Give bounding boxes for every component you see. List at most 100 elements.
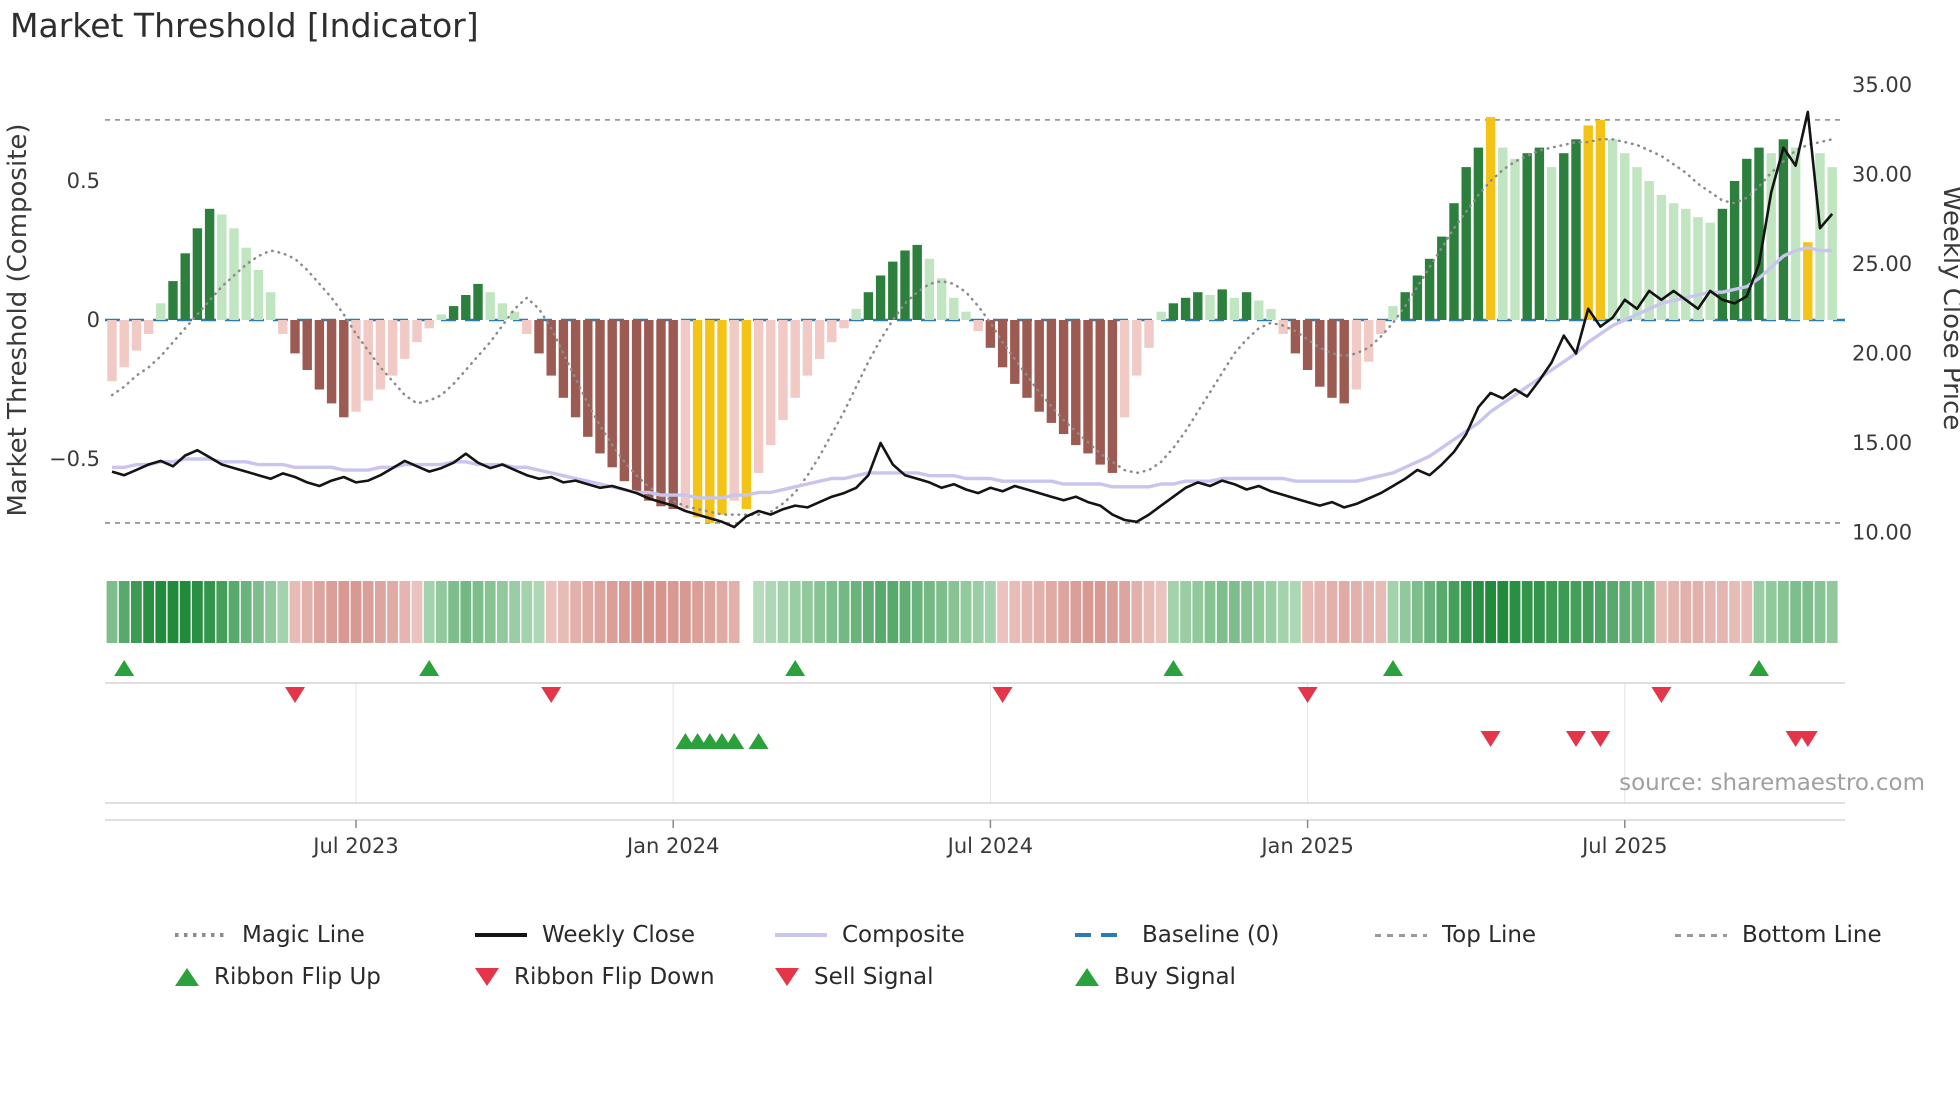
ribbon-cell	[1265, 581, 1277, 643]
ribbon-flip-down-icon	[992, 687, 1013, 703]
composite-bar	[253, 270, 264, 320]
ribbon-cell	[155, 581, 167, 643]
ribbon-cell	[643, 581, 655, 643]
ribbon-flip-up-icon	[419, 660, 440, 676]
composite-bar	[1766, 153, 1776, 320]
magic-line	[110, 138, 1834, 516]
ribbon-flip-down-swatch-icon	[475, 968, 499, 986]
ribbon-flip-up-swatch-icon	[175, 968, 199, 986]
ribbon-cell	[179, 581, 191, 643]
composite-bar	[1388, 306, 1398, 320]
composite-bar	[448, 306, 459, 320]
ribbon-cell	[777, 581, 789, 643]
ribbon-cell	[948, 581, 960, 643]
ribbon-cell	[1314, 581, 1326, 643]
composite-swatch-icon	[775, 933, 827, 937]
ribbon-cell	[1607, 581, 1618, 643]
composite-bar	[631, 320, 642, 493]
ribbon-cell	[1741, 581, 1753, 643]
buy-signal-swatch-icon	[1075, 968, 1099, 986]
ribbon-cell	[802, 581, 813, 643]
composite-bar	[107, 320, 117, 382]
ribbon-cell	[911, 581, 923, 643]
composite-bar	[1266, 308, 1276, 320]
ribbon-flip-down-markers	[285, 687, 1672, 703]
ribbon-cell	[472, 581, 484, 643]
ribbon-cell	[1009, 581, 1021, 643]
ribbon-flip-up-icon	[785, 660, 806, 676]
right-axis-label: Weekly Close Price	[1937, 186, 1960, 431]
composite-bar	[741, 320, 752, 509]
composite-bar	[1083, 320, 1093, 454]
composite-bar	[1803, 242, 1813, 320]
ribbon-cell	[1717, 581, 1728, 643]
composite-bar	[1046, 320, 1057, 423]
legend-label: Ribbon Flip Up	[214, 964, 381, 990]
ribbon-cell	[253, 581, 264, 643]
ribbon-cell	[1302, 581, 1313, 643]
x-tick-label: Jan 2024	[625, 834, 720, 858]
ribbon-flip-up-icon	[1383, 660, 1403, 676]
ribbon-cell	[228, 581, 240, 643]
composite-bar	[1058, 320, 1069, 434]
composite-bar	[619, 320, 630, 482]
composite-bar	[1595, 119, 1606, 320]
composite-bar	[1668, 203, 1679, 320]
magic-line-swatch-icon	[175, 933, 227, 937]
ribbon-cell	[1704, 581, 1716, 643]
legend-label: Weekly Close	[542, 922, 695, 948]
composite-bar	[1412, 275, 1423, 320]
composite-bar	[827, 320, 837, 343]
baseline-0-swatch-icon	[1075, 933, 1127, 937]
composite-bar	[1119, 320, 1130, 418]
ribbon-cell	[1497, 581, 1509, 643]
ribbon-cell	[1094, 581, 1106, 643]
ribbon-cell	[216, 581, 228, 643]
ribbon-cell	[1619, 581, 1631, 643]
sell-signal-swatch-icon	[775, 968, 799, 986]
ribbon-cell	[106, 581, 118, 643]
right-tick-label: 25.00	[1852, 252, 1912, 276]
composite-bar	[1022, 320, 1032, 398]
ribbon-cell	[484, 581, 496, 643]
composite-bar	[1790, 147, 1801, 320]
x-tick-label: Jul 2024	[946, 834, 1033, 858]
ribbon-cell	[619, 581, 630, 643]
legend-label: Top Line	[1442, 922, 1537, 948]
composite-bar	[583, 320, 593, 437]
ribbon-cell	[1802, 581, 1814, 643]
ribbon-cell	[1656, 581, 1667, 643]
composite-bar	[1193, 292, 1203, 320]
ribbon-cell	[1143, 581, 1155, 643]
right-tick-label: 35.00	[1852, 73, 1912, 97]
ribbon-cell	[875, 581, 886, 643]
composite-bar	[1376, 320, 1386, 334]
ribbon-cell	[728, 581, 740, 643]
ribbon-flip-down-icon	[1651, 687, 1672, 703]
legend-label: Ribbon Flip Down	[514, 964, 715, 990]
ribbon-cell	[1046, 581, 1057, 643]
ribbon-cell	[1680, 581, 1692, 643]
ribbon-cell	[850, 581, 862, 643]
ribbon-flip-up-icon	[1163, 660, 1184, 676]
composite-bar	[729, 320, 739, 501]
composite-bar	[351, 320, 361, 412]
ribbon-cell	[338, 581, 350, 643]
ribbon-cell	[1131, 581, 1143, 643]
composite-bar	[1644, 181, 1654, 320]
composite-bar	[680, 320, 691, 509]
ribbon-cell	[558, 581, 569, 643]
composite-bar	[1351, 320, 1362, 390]
ribbon-cell	[972, 581, 984, 643]
ribbon-cell	[265, 581, 276, 643]
composite-bar	[387, 320, 398, 376]
weekly-close-line	[111, 110, 1834, 529]
composite-bar	[1656, 194, 1667, 320]
ribbon-cell	[1155, 581, 1167, 643]
composite-bar	[1534, 147, 1545, 320]
ribbon-cell	[192, 581, 203, 643]
composite-bar	[290, 320, 300, 354]
composite-bar	[1156, 311, 1166, 320]
right-tick-label: 30.00	[1852, 163, 1912, 187]
